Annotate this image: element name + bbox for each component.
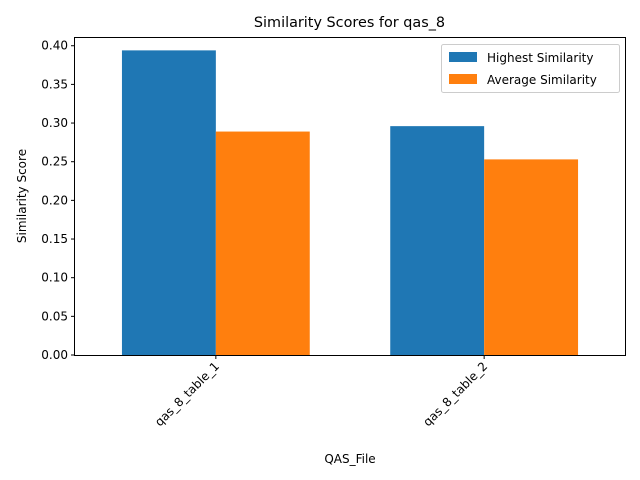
y-tick-label: 0.20 [41,193,68,207]
plot-frame [74,37,626,356]
legend-label: Average Similarity [487,73,597,87]
y-axis-label: Similarity Score [15,149,29,243]
y-tick-label: 0.00 [41,348,68,362]
bar-highest-2 [390,126,485,355]
y-tick-label: 0.40 [41,39,68,53]
y-tick-label: 0.05 [41,309,68,323]
y-tick-label: 0.10 [41,271,68,285]
y-tick-label: 0.25 [41,155,68,169]
bars-layer [121,50,579,356]
x-tick-label: qas_8_table_2 [420,359,490,429]
x-tick-label: qas_8_table_1 [152,359,222,429]
bar-average-2 [484,159,579,355]
x-axis-label: QAS_File [324,452,375,466]
legend-swatch [449,74,477,84]
legend-label: Highest Similarity [487,51,593,65]
y-axis: 0.00 0.05 0.10 0.15 0.20 0.25 0.30 0.35 0.40 [41,39,75,362]
y-tick-label: 0.30 [41,116,68,130]
y-tick-label: 0.35 [41,77,68,91]
x-axis: qas_8_table_1 qas_8_table_2 [152,355,490,429]
legend-swatch [449,52,477,62]
chart-title: Similarity Scores for qas_8 [254,15,445,31]
bar-highest-1 [121,50,216,356]
legend: Highest Similarity Average Similarity [441,44,620,93]
legend-box [441,44,620,93]
y-tick-label: 0.15 [41,232,68,246]
bar-average-1 [215,131,310,355]
